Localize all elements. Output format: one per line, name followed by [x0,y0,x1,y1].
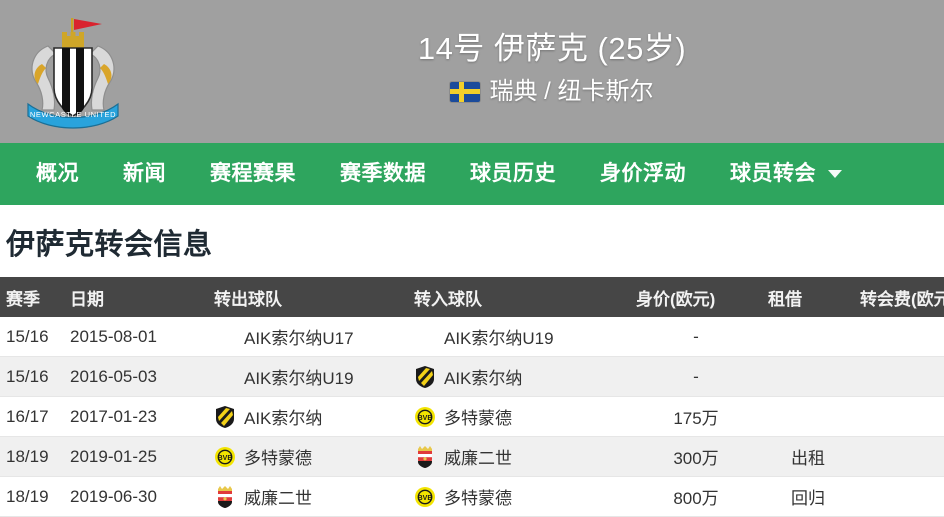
table-row[interactable]: 15/16 2016-05-03 AIK索尔纳U19 AIK索尔纳 [0,356,944,397]
cell-from-team: 威廉二世 [208,476,408,517]
player-header-text: 14号 伊萨克 (25岁) 瑞典 / 纽卡斯尔 [160,28,944,108]
cell-to-team: 威廉二世 [408,436,630,477]
cell-date: 2016-05-03 [64,356,208,397]
cell-date: 2019-06-30 [64,476,208,517]
borussia-dortmund-crest: BVB [215,446,235,467]
from-team-name: 多特蒙德 [244,449,312,468]
cell-season: 18/19 [0,436,64,477]
column-header-loan[interactable]: 租借 [762,277,854,317]
cell-loan [762,396,854,437]
cell-date: 2019-01-25 [64,436,208,477]
column-header-season[interactable]: 赛季 [0,277,64,317]
nav-label: 球员历史 [470,162,556,185]
cell-loan [762,356,854,397]
column-header-transfer-fee[interactable]: 转会费(欧元) [854,277,944,317]
nav-label: 赛季数据 [340,162,426,185]
svg-text:BVB: BVB [418,495,433,502]
cell-from-team: AIK索尔纳U19 [208,356,408,397]
cell-loan: 回归 [762,476,854,517]
cell-season: 15/16 [0,317,64,357]
cell-loan: 出租 [762,436,854,477]
transfers-table-body: 15/16 2015-08-01 AIK索尔纳U17 AIK索尔纳U19 - -… [0,317,944,517]
main-navigation: 概况 新闻 赛程赛果 赛季数据 球员历史 身价浮动 球员转会 [0,143,944,205]
from-team-name: 威廉二世 [244,489,312,508]
cell-market-value: 300万 [630,436,762,477]
nav-label: 概况 [36,162,79,185]
cell-to-team: AIK索尔纳U19 [408,317,630,357]
newcastle-united-crest: NEWCASTLE UNITED [27,18,119,129]
nav-label: 球员转会 [730,162,816,185]
nav-label: 身价浮动 [600,162,686,185]
cell-market-value: 800万 [630,476,762,517]
nav-label: 赛程赛果 [210,162,296,185]
to-team-name: AIK索尔纳 [444,369,523,388]
cell-from-team: AIK索尔纳U17 [208,317,408,357]
nav-item-overview[interactable]: 概况 [14,143,101,205]
player-subtitle-text: 瑞典 / 纽卡斯尔 [489,78,654,105]
transfers-table: 赛季 日期 转出球队 转入球队 身价(欧元) 租借 转会费(欧元) 15/16 … [0,277,944,517]
from-team-name: AIK索尔纳U17 [244,329,354,348]
cell-market-value: 175万 [630,396,762,437]
column-header-market-value[interactable]: 身价(欧元) [630,277,762,317]
cell-season: 16/17 [0,396,64,437]
to-team-name: 威廉二世 [444,449,512,468]
nav-item-player-transfers[interactable]: 球员转会 [708,143,864,205]
nav-item-market-value[interactable]: 身价浮动 [578,143,708,205]
cell-transfer-fee: 860万 [854,396,944,437]
transfers-table-head: 赛季 日期 转出球队 转入球队 身价(欧元) 租借 转会费(欧元) [0,277,944,317]
page-title: 伊萨克转会信息 [6,229,213,261]
table-row[interactable]: 15/16 2015-08-01 AIK索尔纳U17 AIK索尔纳U19 - - [0,317,944,357]
table-header-row: 赛季 日期 转出球队 转入球队 身价(欧元) 租借 转会费(欧元) [0,277,944,317]
crest-ribbon-text: NEWCASTLE UNITED [30,110,116,119]
aik-solna-crest [416,365,434,388]
cell-transfer-fee: - [854,356,944,397]
svg-text:BVB: BVB [218,455,233,462]
player-nationality-line: 瑞典 / 纽卡斯尔 [160,76,944,108]
cell-date: 2017-01-23 [64,396,208,437]
from-team-name: AIK索尔纳U19 [244,369,354,388]
nav-item-season-stats[interactable]: 赛季数据 [318,143,448,205]
cell-loan [762,317,854,357]
cell-transfer-fee: - [854,436,944,477]
table-row[interactable]: 18/19 2019-01-25 BVB 多特蒙德 [0,436,944,477]
nav-item-news[interactable]: 新闻 [101,143,188,205]
to-team-name: 多特蒙德 [444,409,512,428]
from-team-name: AIK索尔纳 [244,409,323,428]
willem-ii-crest [418,445,432,468]
aik-solna-crest [216,405,234,428]
cell-from-team: BVB 多特蒙德 [208,436,408,477]
cell-transfer-fee: - [854,317,944,357]
table-row[interactable]: 16/17 2017-01-23 AIK索尔纳 [0,396,944,437]
cell-transfer-fee: - [854,476,944,517]
cell-to-team: BVB 多特蒙德 [408,396,630,437]
table-row[interactable]: 18/19 2019-06-30 威廉二世 [0,476,944,517]
borussia-dortmund-crest: BVB [415,406,435,427]
borussia-dortmund-crest: BVB [415,486,435,507]
willem-ii-crest [218,485,232,508]
cell-to-team: AIK索尔纳 [408,356,630,397]
cell-from-team: AIK索尔纳 [208,396,408,437]
to-team-name: AIK索尔纳U19 [444,329,554,348]
chevron-down-icon[interactable] [828,170,842,178]
cell-market-value: - [630,317,762,357]
cell-date: 2015-08-01 [64,317,208,357]
cell-season: 15/16 [0,356,64,397]
cell-to-team: BVB 多特蒙德 [408,476,630,517]
sweden-flag-icon [450,82,481,102]
nav-item-fixtures-results[interactable]: 赛程赛果 [188,143,318,205]
column-header-to-team[interactable]: 转入球队 [408,277,630,317]
cell-market-value: - [630,356,762,397]
cell-season: 18/19 [0,476,64,517]
page-title-player: 14号 伊萨克 (25岁) [417,31,687,66]
column-header-date[interactable]: 日期 [64,277,208,317]
column-header-from-team[interactable]: 转出球队 [208,277,408,317]
nav-label: 新闻 [123,162,166,185]
to-team-name: 多特蒙德 [444,489,512,508]
nav-item-player-history[interactable]: 球员历史 [448,143,578,205]
svg-text:BVB: BVB [418,415,433,422]
player-header: NEWCASTLE UNITED 14号 伊萨克 (25岁) 瑞典 / 纽卡斯尔 [0,0,944,143]
